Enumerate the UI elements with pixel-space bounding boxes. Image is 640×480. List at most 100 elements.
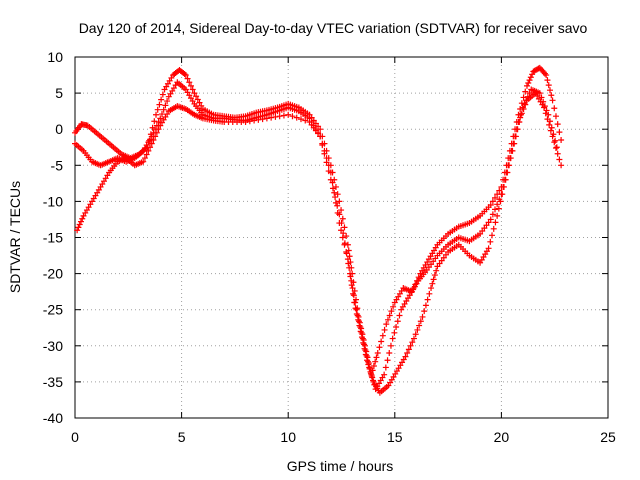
data-point [384,316,391,323]
data-point [536,90,543,97]
data-point [193,93,200,100]
data-point [194,96,201,103]
data-point [499,191,506,198]
data-point [263,115,270,122]
data-point [332,183,339,190]
data-point [150,137,157,144]
data-point [259,116,266,123]
x-axis-label: GPS time / hours [287,458,394,474]
data-point [158,111,165,118]
data-point [255,116,262,123]
data-point [378,338,385,345]
data-point [381,326,388,333]
data-point [349,285,356,292]
data-point [496,187,503,194]
data-point [198,102,205,109]
data-point [541,103,548,110]
data-point [74,227,81,234]
data-point [417,318,424,325]
data-point [405,346,412,353]
data-point [389,335,396,342]
data-point [489,232,496,239]
data-point [494,212,501,219]
data-point [77,218,84,225]
data-point [394,318,401,325]
data-point [358,334,365,341]
data-point [369,374,376,381]
x-tick-label: 0 [71,429,79,445]
data-point [386,312,393,319]
data-point [433,267,440,274]
data-point [387,342,394,349]
y-axis-label: SDTVAR / TECUs [7,181,23,293]
data-point [276,113,283,120]
y-tick-label: -25 [43,302,63,318]
data-point [361,345,368,352]
data-point [151,118,158,125]
data-point [158,96,165,103]
data-point [164,98,171,105]
data-point [492,194,499,201]
data-point [143,151,150,158]
data-point [538,94,545,101]
data-point [551,105,558,112]
data-point [341,241,348,248]
data-point [492,206,499,213]
data-point [364,357,371,364]
data-point [362,351,369,358]
data-point [525,79,532,86]
data-point [280,112,287,119]
data-point [547,87,554,94]
data-point [414,326,421,333]
data-point [429,280,436,287]
data-point [187,82,194,89]
data-point [393,324,400,331]
data-point [350,290,357,297]
data-point [336,198,343,205]
data-point [360,339,367,346]
data-point [374,350,381,357]
data-point [302,117,309,124]
data-point [272,113,279,120]
data-point [497,198,504,205]
data-point [489,211,496,218]
data-point [153,111,160,118]
data-point [152,133,159,140]
data-point [495,205,502,212]
x-tick-label: 15 [387,429,403,445]
y-tick-label: -15 [43,230,63,246]
data-point [321,147,328,154]
data-point [289,113,296,120]
data-point [141,155,148,162]
data-point [373,354,380,361]
data-point [367,370,374,377]
y-tick-label: 0 [55,121,63,137]
data-point [339,234,346,241]
data-point [487,216,494,223]
data-point [372,358,379,365]
data-point [552,137,559,144]
x-tick-label: 20 [494,429,510,445]
data-point [162,102,169,109]
data-point [356,322,363,329]
data-point [507,155,514,162]
data-point [366,365,373,372]
data-point [370,363,377,370]
data-point [317,133,324,140]
data-point [558,137,565,144]
data-point [548,124,555,131]
data-point [347,273,354,280]
data-point [509,147,516,154]
data-point [336,220,343,227]
data-point [511,140,518,147]
data-point [382,364,389,371]
data-point [419,313,426,320]
data-point [422,302,429,309]
data-point [409,339,416,346]
data-point [526,90,533,97]
data-point [556,129,563,136]
data-point [251,117,258,124]
data-point [416,322,423,329]
y-tick-label: -30 [43,338,63,354]
data-point [189,86,196,93]
